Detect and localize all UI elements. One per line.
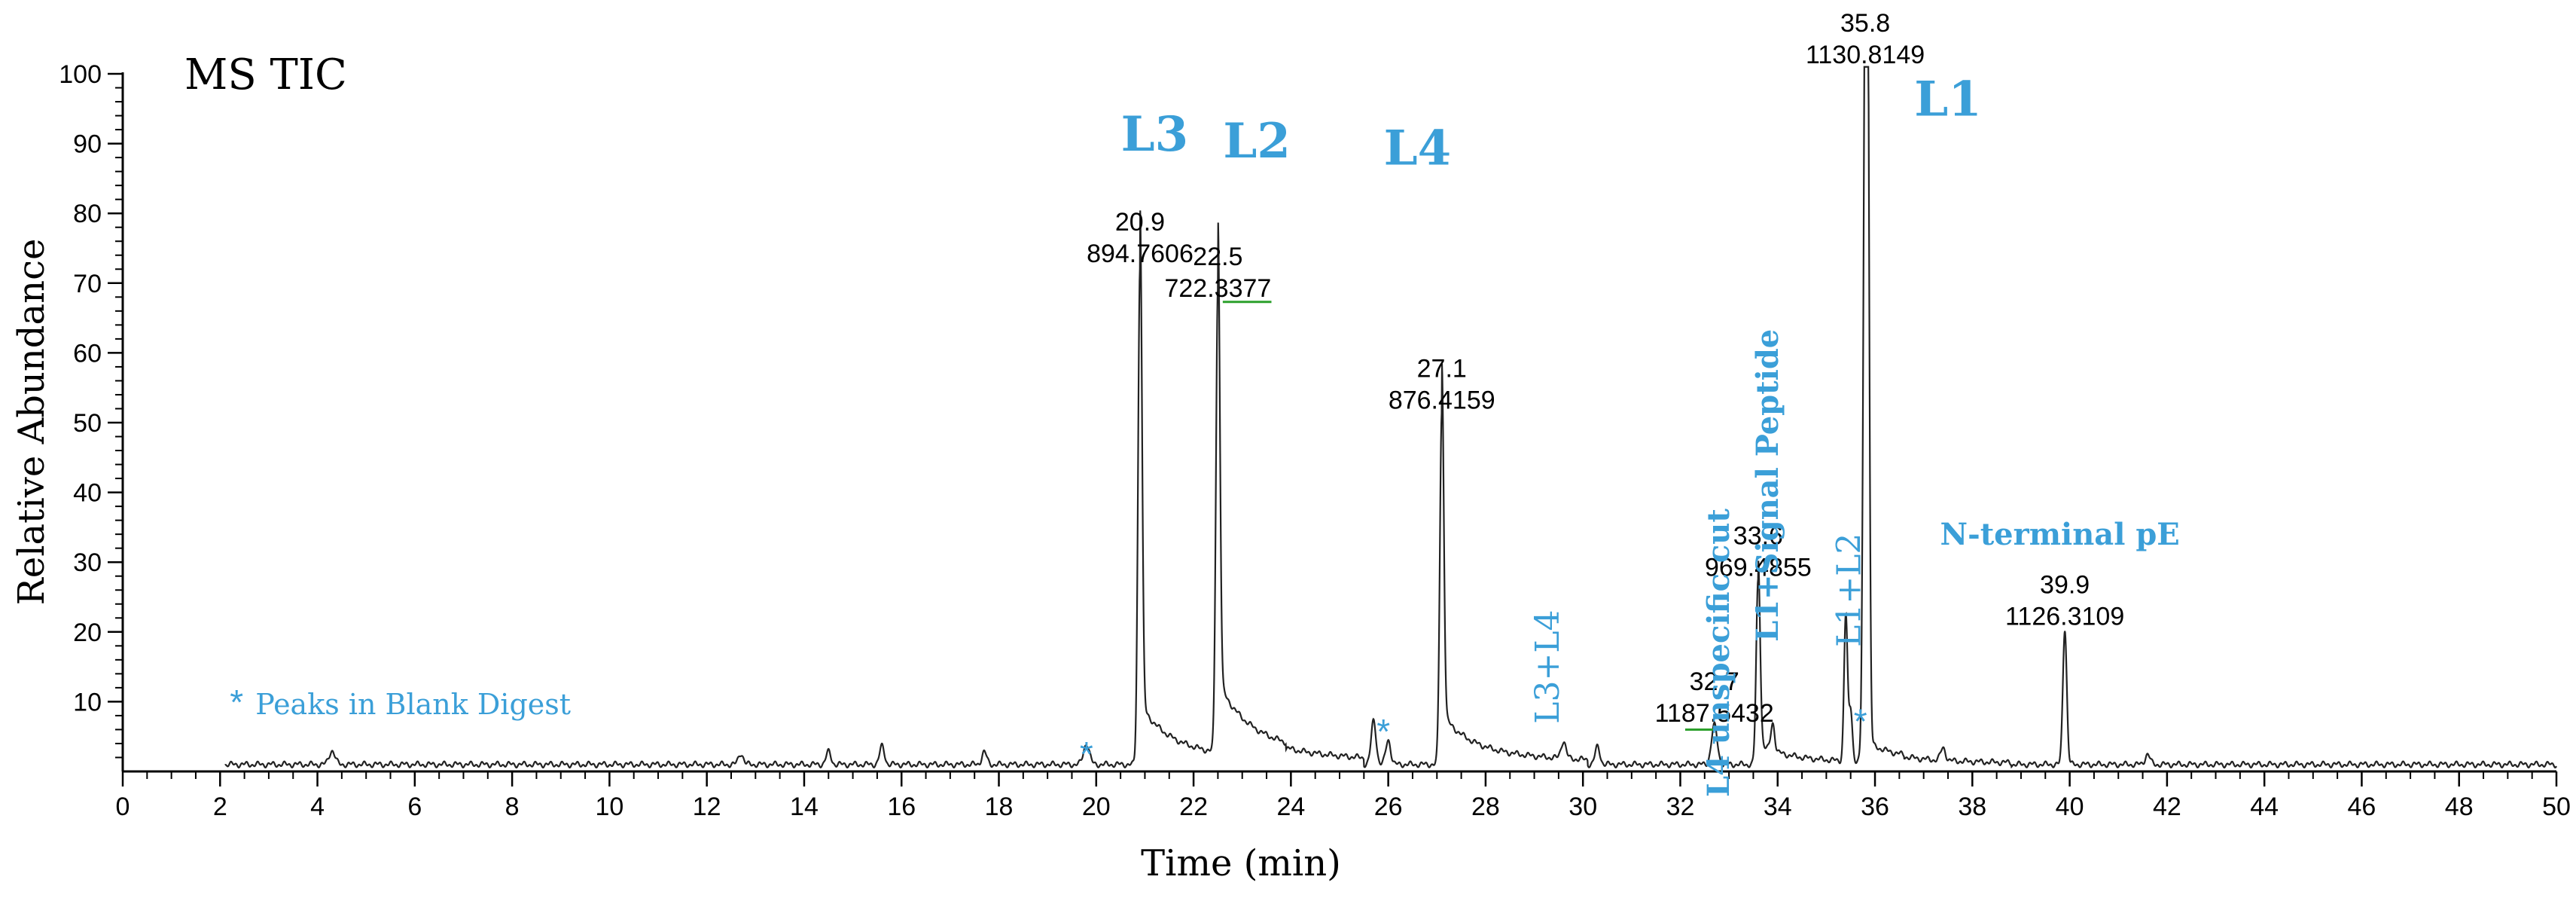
peak-rt-label: 33.6 <box>1733 522 1783 551</box>
peak-mz-label: 969.4855 <box>1705 554 1812 582</box>
x-tick-label: 28 <box>1471 793 1500 821</box>
y-tick-label: 90 <box>73 130 102 159</box>
x-tick-label: 34 <box>1764 793 1792 821</box>
peak-name-label: L1 <box>1914 72 1982 128</box>
x-tick-label: 42 <box>2153 793 2181 821</box>
x-tick-label: 32 <box>1666 793 1695 821</box>
peak-rt-label: 32.7 <box>1690 667 1739 696</box>
peak-mz-label: 876.4159 <box>1389 386 1495 414</box>
peak-name-label: L1+Signal Peptide <box>1750 329 1785 642</box>
x-tick-label: 48 <box>2445 793 2474 821</box>
peak-rt-label: 20.9 <box>1115 208 1165 237</box>
blank-peak-asterisk: * <box>1080 735 1093 774</box>
peak-name-label: L4 unspecific cut <box>1701 509 1736 797</box>
x-tick-label: 0 <box>116 793 130 821</box>
x-tick-label: 12 <box>693 793 721 821</box>
note-text: Peaks in Blank Digest <box>255 688 571 721</box>
x-tick-label: 46 <box>2348 793 2376 821</box>
x-tick-label: 18 <box>985 793 1014 821</box>
peak-rt-label: 39.9 <box>2040 570 2090 599</box>
x-tick-label: 24 <box>1276 793 1305 821</box>
peak-annotation: 22.5 722.3377 <box>1164 243 1271 303</box>
peak-name-label: L4 <box>1384 120 1452 176</box>
peak-mz-label: 1130.8149 <box>1806 41 1925 69</box>
y-tick-label: 40 <box>73 479 102 508</box>
y-tick-label: 80 <box>73 200 102 228</box>
x-tick-label: 40 <box>2056 793 2084 821</box>
peak-name-label: L3 <box>1121 106 1189 163</box>
peak-name-label: L1+L2 <box>1831 533 1869 647</box>
peak-annotation: 35.8 1130.8149 <box>1806 9 1925 69</box>
annotations: 20.9 894.7606 22.5 722.3377 27.1 876.4159 32.7… <box>230 9 2180 797</box>
peak-annotation: 27.1 876.4159 <box>1389 354 1495 414</box>
note-asterisk: * <box>230 683 243 722</box>
peak-mz-label: 1126.3109 <box>2005 602 2124 631</box>
peak-annotation: 32.7 1187.5432 <box>1655 667 1774 728</box>
peak-mz-label: 722.3377 <box>1164 274 1271 303</box>
x-tick-label: 10 <box>595 793 623 821</box>
y-tick-label: 100 <box>59 60 102 89</box>
x-tick-label: 50 <box>2542 793 2571 821</box>
peak-annotation: 33.6 969.4855 <box>1705 522 1812 582</box>
x-tick-label: 2 <box>213 793 227 821</box>
axes: 0 2 4 6 8 10 12 14 16 18 20 22 24 26 28 30 32 34 36 38 40 42 4… <box>59 60 2571 821</box>
x-tick-label: 36 <box>1861 793 1889 821</box>
peak-name-label: L3+L4 <box>1529 609 1567 723</box>
y-tick-label: 70 <box>73 270 102 298</box>
x-tick-label: 8 <box>505 793 520 821</box>
x-tick-label: 38 <box>1958 793 1986 821</box>
chart-title: MS TIC <box>184 50 347 99</box>
x-tick-label: 44 <box>2250 793 2279 821</box>
peak-name-label: L2 <box>1223 113 1291 170</box>
peak-name-label: N-terminal pE <box>1940 517 2180 552</box>
blank-digest-note: * Peaks in Blank Digest <box>230 683 571 722</box>
peak-annotation: 39.9 1126.3109 <box>2005 570 2124 631</box>
x-tick-label: 6 <box>407 793 422 821</box>
x-tick-label: 14 <box>790 793 819 821</box>
x-tick-label: 20 <box>1082 793 1111 821</box>
x-axis-title: Time (min) <box>1141 842 1341 884</box>
x-tick-label: 4 <box>310 793 325 821</box>
peak-mz-label: 1187.5432 <box>1655 699 1774 728</box>
y-axis-title: Relative Abundance <box>11 239 53 606</box>
peak-rt-label: 35.8 <box>1840 9 1890 38</box>
x-tick-label: 16 <box>887 793 916 821</box>
blank-peak-asterisk: * <box>1376 712 1390 751</box>
y-tick-label: 30 <box>73 548 102 577</box>
x-tick-label: 22 <box>1179 793 1208 821</box>
peak-mz-label: 894.7606 <box>1087 240 1193 268</box>
blank-peak-asterisk: * <box>1854 701 1867 741</box>
y-tick-label: 20 <box>73 619 102 647</box>
peak-annotation: 20.9 894.7606 <box>1087 208 1193 268</box>
peak-rt-label: 22.5 <box>1193 243 1242 271</box>
x-tick-label: 30 <box>1568 793 1597 821</box>
y-tick-label: 10 <box>73 688 102 716</box>
peak-rt-label: 27.1 <box>1417 354 1467 383</box>
tic-trace <box>224 66 2557 769</box>
x-tick-label: 26 <box>1374 793 1403 821</box>
trace-layer <box>224 66 2557 769</box>
y-tick-label: 60 <box>73 339 102 368</box>
y-tick-label: 50 <box>73 409 102 438</box>
